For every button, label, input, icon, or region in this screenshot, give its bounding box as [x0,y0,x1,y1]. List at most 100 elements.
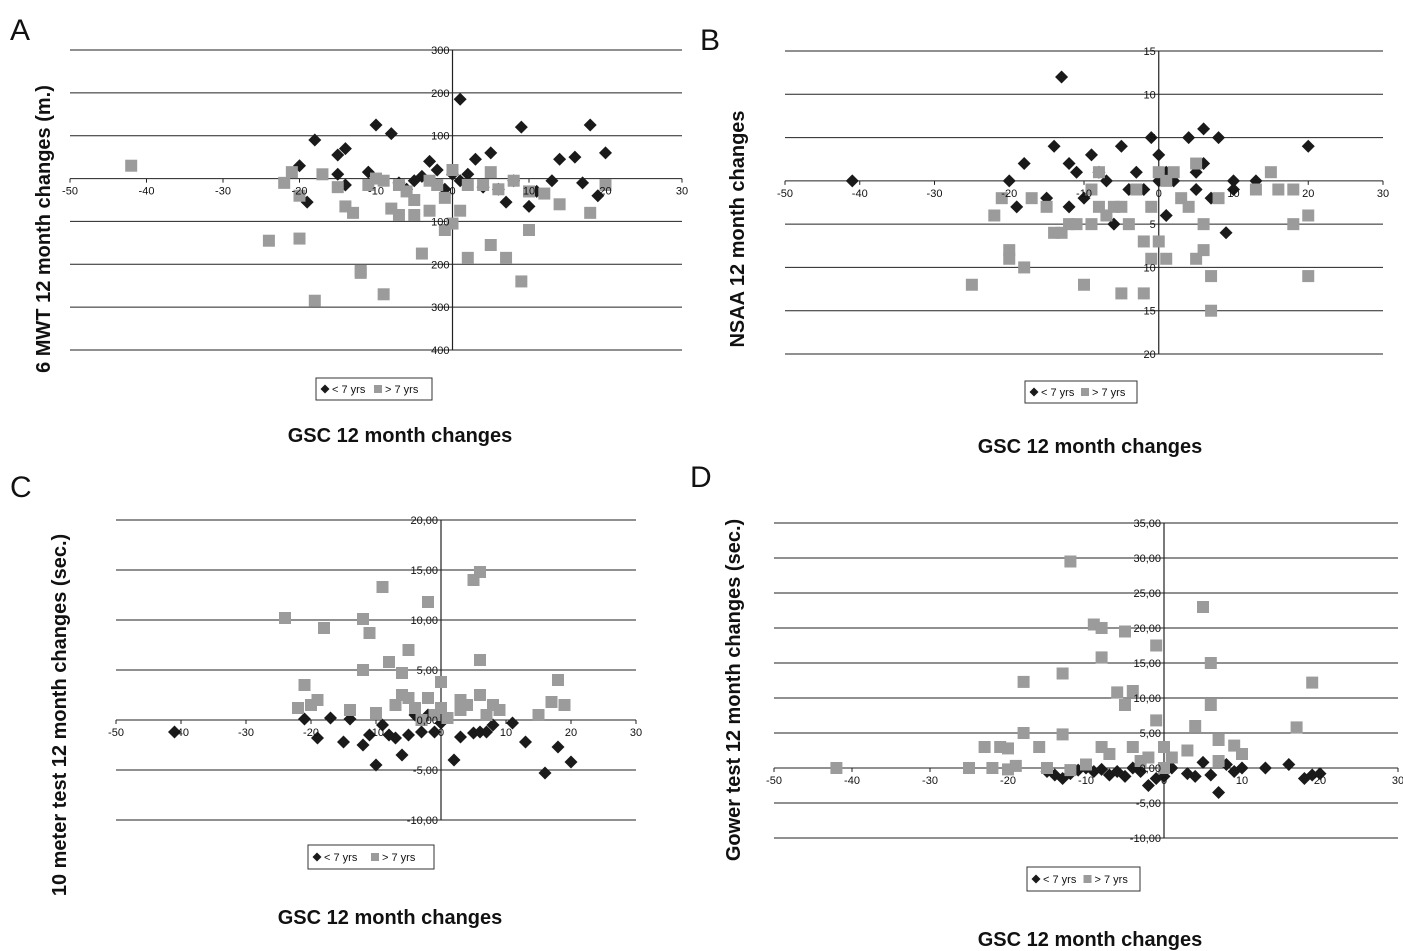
x-tick-label: -30 [922,775,938,787]
data-point-under-7 [484,146,498,160]
data-point-under-7 [337,735,350,749]
data-point-over-7 [1080,758,1092,771]
data-point-over-7 [1205,304,1218,317]
x-axis-label: GSC 12 month changes [288,425,513,447]
x-tick-label: -10 [368,186,384,198]
data-point-over-7 [461,699,473,711]
data-point-under-7 [553,152,567,166]
data-point-under-7 [376,718,389,732]
data-point-over-7 [1070,218,1083,231]
legend: < 7 yrs > 7 yrs [307,844,435,870]
legend-label: < 7 yrs [1043,874,1077,886]
data-point-under-7 [1062,157,1076,171]
data-point-under-7 [522,199,536,213]
data-point-under-7 [384,127,398,141]
data-point-under-7 [1095,762,1109,776]
legend-diamond-icon [1031,874,1041,884]
y-tick-label: 400 [431,345,449,357]
data-point-under-7 [1047,139,1061,153]
data-point-over-7 [408,194,421,206]
legend-label: < 7 yrs [332,384,366,396]
y-tick-label: 20,00 [410,515,438,527]
data-point-over-7 [484,239,497,251]
data-point-over-7 [553,198,566,211]
x-tick-label: -20 [292,186,308,198]
x-tick-label: -50 [766,775,782,787]
data-point-over-7 [1145,252,1158,265]
data-point-under-7 [591,189,605,203]
data-point-under-7 [551,740,565,754]
data-point-over-7 [1003,244,1016,257]
data-point-over-7 [515,275,528,288]
data-point-under-7 [1188,769,1202,783]
data-point-over-7 [1150,714,1163,727]
data-point-over-7 [285,166,298,179]
x-tick-label: -20 [1000,775,1016,787]
y-tick-label: 5,00 [417,665,438,677]
data-point-over-7 [293,232,306,245]
data-point-over-7 [1197,244,1210,257]
data-point-over-7 [454,204,467,217]
y-tick-label: 15,00 [1133,658,1161,670]
data-point-over-7 [507,174,520,187]
legend-square-icon [371,853,379,861]
x-tick-label: -30 [215,186,231,198]
data-point-over-7 [1197,601,1209,613]
y-tick-label: 200 [431,259,449,271]
data-point-over-7 [1064,764,1077,777]
x-tick-label: -10 [1078,775,1094,787]
data-point-over-7 [1264,166,1277,179]
data-point-over-7 [480,709,493,721]
data-point-over-7 [1236,748,1248,760]
data-point-under-7 [1182,131,1196,145]
data-point-under-7 [1062,200,1076,214]
data-point-over-7 [1182,200,1195,213]
data-point-over-7 [293,189,306,202]
data-point-over-7 [1126,741,1139,753]
data-point-over-7 [1040,200,1053,213]
data-point-under-7 [428,725,441,739]
legend-square-icon [1081,388,1089,396]
data-point-under-7 [1144,131,1158,145]
data-point-over-7 [409,702,421,714]
data-point-under-7 [1258,761,1272,775]
x-tick-label: 30 [1392,775,1403,787]
data-point-under-7 [308,133,322,147]
data-point-over-7 [552,674,564,686]
legend-label: > 7 yrs [1095,874,1129,886]
data-point-under-7 [1134,765,1148,778]
data-point-under-7 [1282,758,1296,771]
x-axis-label: GSC 12 month changes [978,929,1203,951]
data-point-over-7 [1158,741,1170,753]
y-tick-label: 200 [431,88,449,100]
data-point-over-7 [376,581,389,593]
y-tick-label: 0,00 [417,715,438,727]
data-point-over-7 [377,174,390,187]
data-point-over-7 [1204,699,1217,711]
y-tick-label: 25,00 [1133,588,1161,600]
data-point-over-7 [1302,270,1315,283]
data-point-over-7 [446,217,459,230]
data-point-over-7 [422,596,434,608]
y-tick-label: 30,00 [1133,553,1161,565]
data-point-over-7 [474,566,486,578]
data-point-over-7 [1085,218,1098,231]
data-point-under-7 [369,758,383,772]
data-point-over-7 [1119,625,1131,638]
legend-square-icon [374,385,382,393]
y-tick-label: 0,00 [1140,763,1161,775]
y-tick-label: 15 [1144,306,1156,318]
x-tick-label: -20 [1001,188,1017,200]
data-point-under-7 [1197,122,1211,136]
data-point-over-7 [1160,252,1173,265]
data-point-over-7 [988,209,1001,222]
data-point-over-7 [1122,218,1135,231]
data-point-under-7 [506,716,519,730]
data-point-over-7 [441,712,454,724]
data-point-over-7 [461,179,474,191]
data-point-over-7 [1212,734,1225,746]
legend: < 7 yrs > 7 yrs [315,377,433,401]
data-point-over-7 [1272,183,1285,196]
y-axis-label: 6 MWT 12 month changes (m.) [33,85,55,373]
data-point-under-7 [389,731,402,745]
